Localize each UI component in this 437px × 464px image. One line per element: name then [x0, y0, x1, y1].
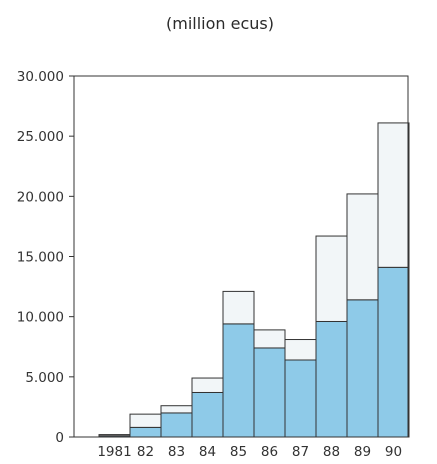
x-tick-label: 88	[323, 444, 340, 460]
x-tick-label: 1981	[97, 444, 131, 460]
bar-segment-85-s1	[222, 323, 255, 438]
bar-segment-88-s2	[315, 235, 348, 322]
x-tick-label: 89	[354, 444, 371, 460]
bar-segment-83-s2	[160, 405, 193, 414]
bar-segment-85-s2	[222, 290, 255, 325]
bar-segment-89-s1	[346, 299, 379, 438]
x-tick-label: 85	[230, 444, 247, 460]
x-tick-label: 90	[385, 444, 402, 460]
y-tick-label: 25.000	[17, 129, 64, 145]
bar-segment-84-s2	[191, 377, 224, 393]
y-tick-label: 15.000	[17, 250, 64, 266]
x-tick-label: 84	[199, 444, 216, 460]
bar-segment-89-s2	[346, 193, 379, 301]
x-tick-label: 86	[261, 444, 278, 460]
y-tick-label: 0	[55, 430, 64, 446]
y-axis: 0 5.000 10.000 15.000 20.000 25.000 30.000	[17, 69, 74, 446]
bar-segment-82-s2	[129, 413, 162, 428]
y-tick-label: 30.000	[17, 69, 64, 85]
x-axis: 1981 82 83 84 85 86 87 88 89 90	[97, 444, 402, 460]
bar-segment-90-s2	[377, 122, 410, 268]
y-tick-label: 5.000	[25, 370, 64, 386]
bar-segment-90-s1	[377, 266, 410, 438]
x-tick-label: 87	[292, 444, 309, 460]
bar-segment-86-s2	[253, 329, 286, 349]
bar-segment-83-s1	[160, 412, 193, 438]
bars	[98, 122, 410, 438]
bar-segment-87-s1	[284, 359, 317, 438]
bar-segment-82-s1	[129, 426, 162, 438]
chart-subtitle: (million ecus)	[166, 14, 274, 33]
y-tick-label: 10.000	[17, 310, 64, 326]
x-tick-label: 82	[137, 444, 154, 460]
bar-segment-87-s2	[284, 339, 317, 361]
bar-segment-86-s1	[253, 347, 286, 438]
bar-segment-1981-s2	[98, 434, 131, 437]
bar-segment-84-s1	[191, 391, 224, 438]
bar-segment-88-s1	[315, 320, 348, 438]
y-tick-label: 20.000	[17, 189, 64, 205]
x-tick-label: 83	[168, 444, 185, 460]
